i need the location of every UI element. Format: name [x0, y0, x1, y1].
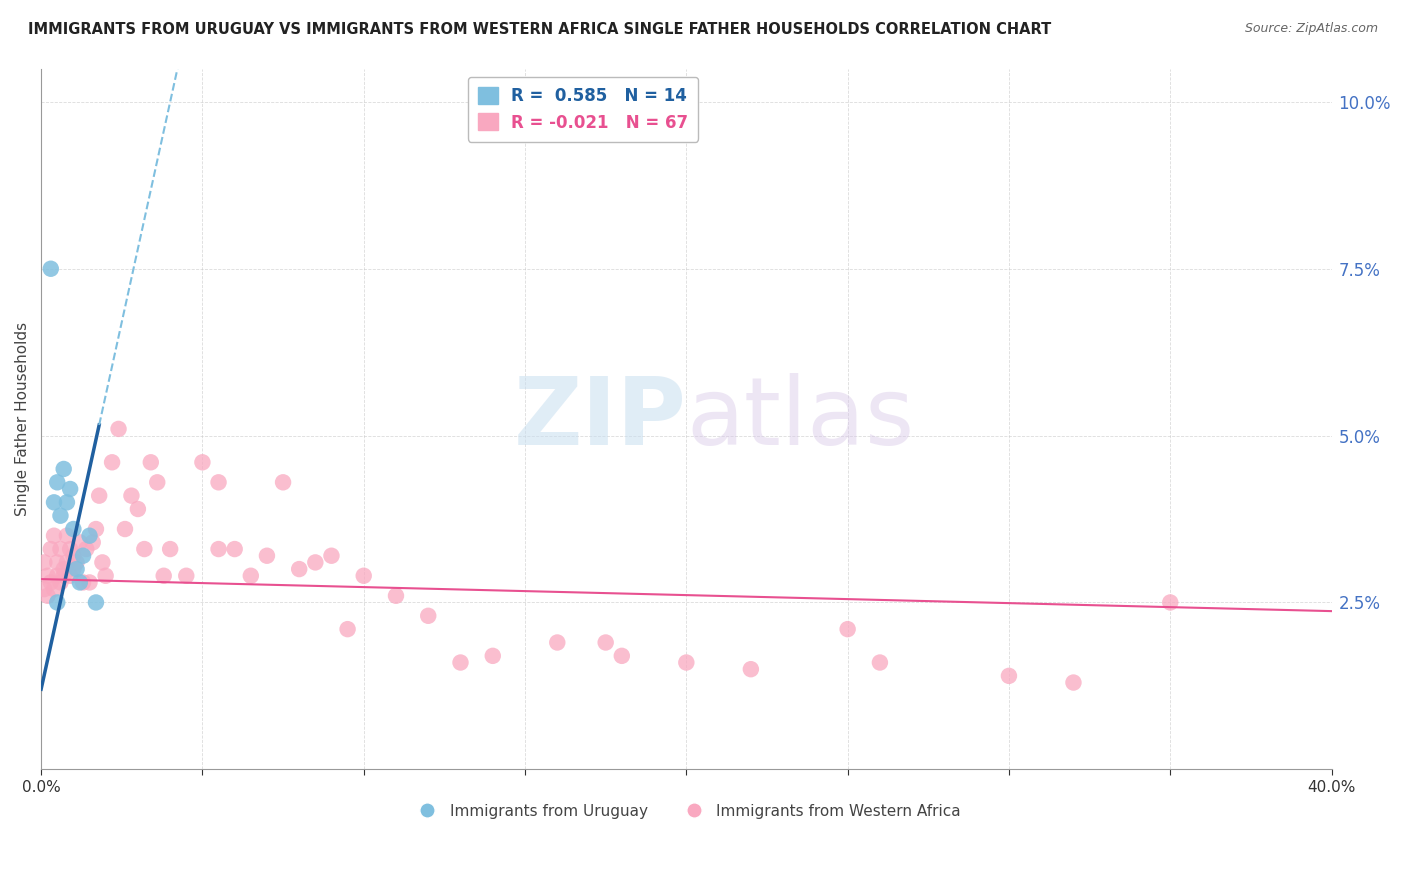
- Point: [52, 462, 75, 476]
- Point: [239, 568, 262, 582]
- Point: [62, 522, 84, 536]
- Point: [146, 475, 169, 490]
- Point: [72, 549, 94, 563]
- Point: [52, 568, 75, 582]
- Point: [107, 422, 129, 436]
- Point: [321, 549, 343, 563]
- Point: [998, 669, 1021, 683]
- Point: [34, 555, 56, 569]
- Point: [837, 622, 859, 636]
- Point: [79, 529, 101, 543]
- Point: [42, 529, 65, 543]
- Point: [46, 475, 69, 490]
- Point: [69, 535, 91, 549]
- Point: [46, 568, 69, 582]
- Point: [69, 575, 91, 590]
- Point: [159, 542, 181, 557]
- Point: [152, 568, 174, 582]
- Point: [62, 562, 84, 576]
- Point: [207, 475, 229, 490]
- Point: [134, 542, 156, 557]
- Legend: Immigrants from Uruguay, Immigrants from Western Africa: Immigrants from Uruguay, Immigrants from…: [405, 797, 967, 825]
- Point: [101, 455, 124, 469]
- Point: [450, 656, 472, 670]
- Point: [546, 635, 568, 649]
- Point: [42, 582, 65, 596]
- Point: [114, 522, 136, 536]
- Point: [37, 589, 59, 603]
- Point: [39, 542, 62, 557]
- Point: [353, 568, 375, 582]
- Point: [84, 522, 107, 536]
- Point: [56, 495, 79, 509]
- Point: [304, 555, 326, 569]
- Text: IMMIGRANTS FROM URUGUAY VS IMMIGRANTS FROM WESTERN AFRICA SINGLE FATHER HOUSEHOL: IMMIGRANTS FROM URUGUAY VS IMMIGRANTS FR…: [28, 22, 1052, 37]
- Point: [37, 568, 59, 582]
- Point: [46, 555, 69, 569]
- Point: [127, 502, 149, 516]
- Point: [675, 656, 697, 670]
- Point: [52, 562, 75, 576]
- Point: [59, 542, 82, 557]
- Point: [62, 549, 84, 563]
- Point: [385, 589, 408, 603]
- Point: [65, 562, 87, 576]
- Point: [49, 508, 72, 523]
- Point: [79, 575, 101, 590]
- Point: [56, 529, 79, 543]
- Point: [869, 656, 891, 670]
- Point: [42, 495, 65, 509]
- Point: [49, 542, 72, 557]
- Point: [256, 549, 278, 563]
- Point: [139, 455, 162, 469]
- Point: [89, 489, 111, 503]
- Point: [56, 555, 79, 569]
- Text: atlas: atlas: [686, 373, 914, 465]
- Point: [72, 575, 94, 590]
- Point: [207, 542, 229, 557]
- Point: [82, 535, 104, 549]
- Point: [481, 648, 503, 663]
- Point: [49, 575, 72, 590]
- Point: [610, 648, 633, 663]
- Point: [59, 482, 82, 496]
- Text: Source: ZipAtlas.com: Source: ZipAtlas.com: [1244, 22, 1378, 36]
- Point: [336, 622, 359, 636]
- Point: [94, 568, 117, 582]
- Point: [65, 555, 87, 569]
- Point: [39, 575, 62, 590]
- Point: [174, 568, 197, 582]
- Point: [34, 582, 56, 596]
- Point: [224, 542, 246, 557]
- Point: [271, 475, 294, 490]
- Y-axis label: Single Father Households: Single Father Households: [15, 322, 30, 516]
- Point: [191, 455, 214, 469]
- Point: [1159, 595, 1181, 609]
- Point: [46, 595, 69, 609]
- Point: [288, 562, 311, 576]
- Point: [1062, 675, 1084, 690]
- Point: [59, 568, 82, 582]
- Point: [75, 542, 97, 557]
- Point: [84, 595, 107, 609]
- Point: [740, 662, 762, 676]
- Point: [418, 608, 440, 623]
- Point: [595, 635, 617, 649]
- Text: ZIP: ZIP: [513, 373, 686, 465]
- Point: [120, 489, 142, 503]
- Point: [39, 261, 62, 276]
- Point: [91, 555, 114, 569]
